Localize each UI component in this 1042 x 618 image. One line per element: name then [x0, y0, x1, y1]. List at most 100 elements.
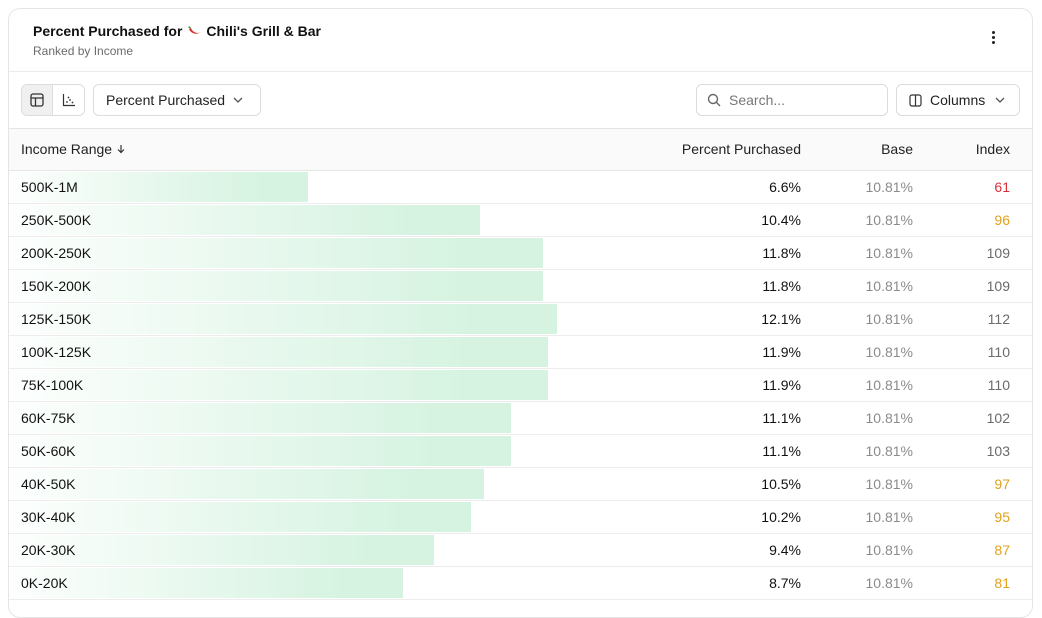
card-header: Percent Purchased for Chili's Grill & Ba… — [9, 9, 1032, 72]
percent-purchased-cell: 11.1% — [389, 401, 801, 434]
index-cell: 112 — [987, 310, 1010, 327]
table-row[interactable]: 20K-30K 9.4% 10.81% 87 — [9, 533, 1032, 566]
chart-view-button[interactable] — [53, 85, 84, 115]
percent-bar — [9, 501, 471, 532]
percent-purchased-cell: 10.5% — [389, 467, 801, 500]
percent-purchased-value: 11.8% — [762, 244, 801, 261]
income-range-label: 75K-100K — [21, 376, 84, 393]
columns-icon — [909, 93, 922, 107]
table-row[interactable]: 50K-60K 11.1% 10.81% 103 — [9, 434, 1032, 467]
chili-pepper-icon — [186, 24, 202, 38]
income-range-cell: 500K-1M — [9, 170, 389, 203]
column-header-percent-purchased[interactable]: Percent Purchased — [681, 141, 801, 158]
toolbar: Percent Purchased Columns — [9, 72, 1032, 129]
table-row[interactable]: 250K-500K 10.4% 10.81% 96 — [9, 203, 1032, 236]
index-cell: 97 — [994, 475, 1010, 492]
metric-select[interactable]: Percent Purchased — [93, 84, 261, 116]
percent-bar — [9, 171, 308, 202]
column-header-base[interactable]: Base — [881, 141, 913, 158]
base-cell: 10.81% — [865, 343, 913, 360]
percent-bar — [9, 270, 543, 301]
percent-purchased-cell: 10.4% — [389, 203, 801, 236]
income-range-cell: 40K-50K — [9, 467, 484, 500]
percent-bar — [9, 468, 484, 499]
index-cell: 109 — [986, 277, 1010, 294]
percent-bar — [9, 402, 511, 433]
table-row[interactable]: 40K-50K 10.5% 10.81% 97 — [9, 467, 1032, 500]
base-cell: 10.81% — [865, 310, 913, 327]
income-range-label: 0K-20K — [21, 574, 68, 591]
percent-purchased-value: 12.1% — [761, 310, 801, 327]
index-cell: 110 — [987, 376, 1010, 393]
scatter-chart-icon — [62, 94, 75, 107]
percent-purchased-value: 11.9% — [762, 376, 801, 393]
table-header-row: Income Range Percent Purchased Base Inde… — [9, 129, 1032, 170]
income-range-label: 500K-1M — [21, 178, 78, 195]
table-row[interactable]: 150K-200K 11.8% 10.81% 109 — [9, 269, 1032, 302]
percent-purchased-cell: 12.1% — [389, 302, 801, 335]
base-cell: 10.81% — [865, 277, 913, 294]
base-cell: 10.81% — [865, 508, 913, 525]
index-cell: 96 — [994, 211, 1010, 228]
table-row[interactable]: 200K-250K 11.8% 10.81% 109 — [9, 236, 1032, 269]
percent-bar — [9, 204, 480, 235]
table-row[interactable]: 0K-20K 8.7% 10.81% 81 — [9, 566, 1032, 599]
metric-select-label: Percent Purchased — [106, 92, 226, 108]
table-row[interactable]: 125K-150K 12.1% 10.81% 112 — [9, 302, 1032, 335]
page-title: Percent Purchased for Chili's Grill & Ba… — [33, 23, 321, 39]
percent-purchased-value: 8.7% — [769, 574, 801, 591]
percent-bar — [9, 369, 548, 400]
base-cell: 10.81% — [865, 211, 913, 228]
percent-purchased-value: 10.5% — [761, 475, 801, 492]
index-cell: 61 — [994, 178, 1010, 195]
columns-button[interactable]: Columns — [896, 84, 1020, 116]
search-input[interactable] — [729, 92, 869, 108]
column-header-index[interactable]: Index — [975, 141, 1010, 158]
table-row[interactable]: 60K-75K 11.1% 10.81% 102 — [9, 401, 1032, 434]
column-header-label: Income Range — [21, 141, 113, 158]
base-cell: 10.81% — [865, 409, 913, 426]
percent-bar — [9, 237, 543, 268]
income-range-cell: 100K-125K — [9, 335, 548, 368]
chevron-down-icon — [233, 97, 243, 103]
report-card: Percent Purchased for Chili's Grill & Ba… — [8, 8, 1033, 618]
percent-purchased-cell: 6.6% — [389, 170, 801, 203]
percent-purchased-value: 11.9% — [762, 343, 801, 360]
table-row[interactable]: 30K-40K 10.2% 10.81% 95 — [9, 500, 1032, 533]
income-range-label: 60K-75K — [21, 409, 76, 426]
table-row[interactable]: 500K-1M 6.6% 10.81% 61 — [9, 170, 1032, 203]
percent-bar — [9, 567, 403, 598]
chevron-down-icon — [995, 97, 1005, 103]
income-range-cell: 60K-75K — [9, 401, 511, 434]
income-range-cell: 200K-250K — [9, 236, 543, 269]
title-prefix: Percent Purchased for — [33, 23, 183, 39]
percent-purchased-value: 11.1% — [762, 442, 801, 459]
table-view-button[interactable] — [22, 85, 54, 115]
index-cell: 102 — [986, 409, 1010, 426]
search-box[interactable] — [696, 84, 888, 116]
percent-purchased-value: 11.8% — [762, 277, 801, 294]
percent-purchased-cell: 11.8% — [389, 236, 801, 269]
income-range-cell: 125K-150K — [9, 302, 557, 335]
percent-bar — [9, 435, 511, 466]
search-icon — [707, 93, 721, 107]
base-cell: 10.81% — [865, 244, 913, 261]
column-header-income-range[interactable]: Income Range — [9, 129, 389, 170]
income-range-cell: 75K-100K — [9, 368, 548, 401]
more-options-icon[interactable] — [990, 27, 996, 47]
percent-bar — [9, 303, 557, 334]
base-cell: 10.81% — [865, 376, 913, 393]
income-range-cell: 30K-40K — [9, 500, 471, 533]
percent-purchased-cell: 11.9% — [389, 335, 801, 368]
percent-purchased-value: 9.4% — [769, 541, 801, 558]
income-range-label: 250K-500K — [21, 211, 92, 228]
income-range-label: 50K-60K — [21, 442, 76, 459]
income-range-label: 30K-40K — [21, 508, 76, 525]
income-range-cell: 0K-20K — [9, 566, 403, 599]
title-brand: Chili's Grill & Bar — [206, 23, 321, 39]
income-range-label: 150K-200K — [21, 277, 92, 294]
income-range-label: 125K-150K — [21, 310, 92, 327]
table-row[interactable]: 75K-100K 11.9% 10.81% 110 — [9, 368, 1032, 401]
income-range-label: 200K-250K — [21, 244, 92, 261]
table-row[interactable]: 100K-125K 11.9% 10.81% 110 — [9, 335, 1032, 368]
